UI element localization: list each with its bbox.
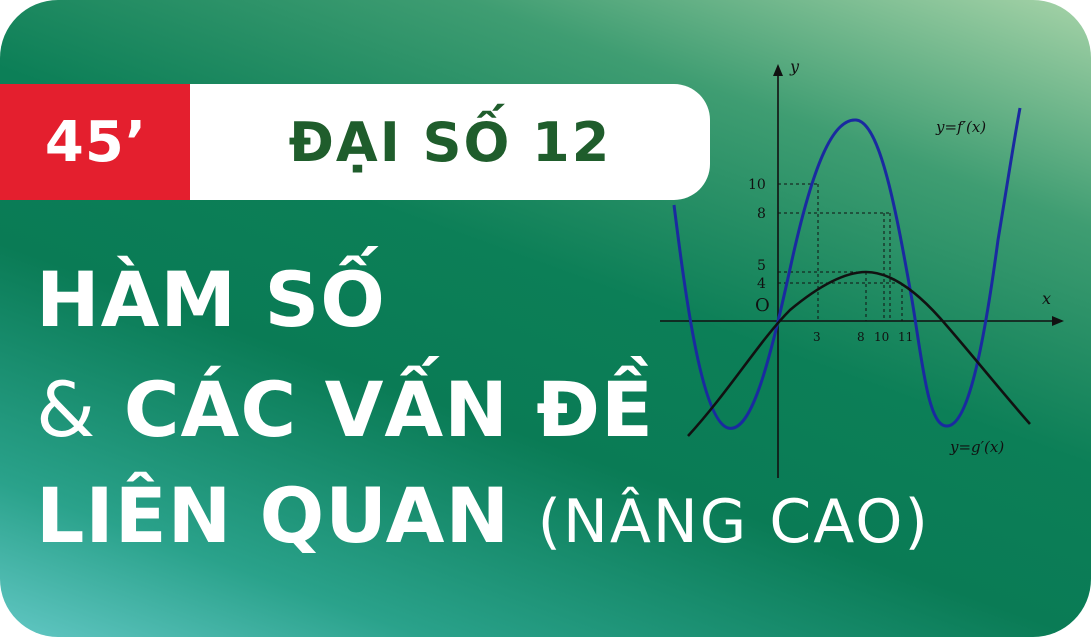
x-tick-10: 10	[874, 330, 889, 344]
x-axis-arrow	[1052, 316, 1064, 326]
title-line-2-text: CÁC VẤN ĐỀ	[123, 365, 654, 454]
y-tick-10: 10	[748, 177, 766, 193]
subject-text: ĐẠI SỐ 12	[288, 110, 612, 174]
title-line-3-text: LIÊN QUAN	[36, 471, 511, 560]
g-prime-curve	[687, 270, 1031, 437]
title-line-2: & CÁC VẤN ĐỀ	[36, 372, 654, 448]
guide-lines	[778, 183, 903, 321]
f-prime-label: y=f′(x)	[935, 118, 986, 136]
duration-text: 45’	[44, 109, 148, 175]
f-prime-curve	[672, 107, 1022, 430]
title-line-1-text: HÀM SỐ	[36, 255, 386, 344]
title-line-1: HÀM SỐ	[36, 262, 386, 338]
y-tick-8: 8	[757, 206, 766, 222]
x-tick-11: 11	[898, 330, 913, 344]
x-tick-8: 8	[857, 330, 865, 344]
title-line-3: LIÊN QUAN (NÂNG CAO)	[36, 478, 930, 554]
ampersand: &	[36, 365, 97, 454]
duration-badge: 45’	[0, 84, 192, 200]
g-prime-label: y=g′(x)	[949, 438, 1004, 456]
x-tick-3: 3	[813, 330, 821, 344]
y-axis-arrow	[773, 64, 783, 76]
title-line-3-subtitle: (NÂNG CAO)	[537, 487, 930, 557]
origin-label: O	[755, 295, 770, 316]
subject-badge: ĐẠI SỐ 12	[190, 84, 710, 200]
x-axis-label: x	[1042, 289, 1051, 308]
function-graph: y x O 10 8 5 4 3 8 10 11 y=f′(x) y=g′(x)	[660, 57, 1064, 478]
y-tick-5: 5	[757, 258, 766, 274]
y-tick-4: 4	[757, 276, 766, 292]
y-axis-label: y	[789, 57, 800, 76]
